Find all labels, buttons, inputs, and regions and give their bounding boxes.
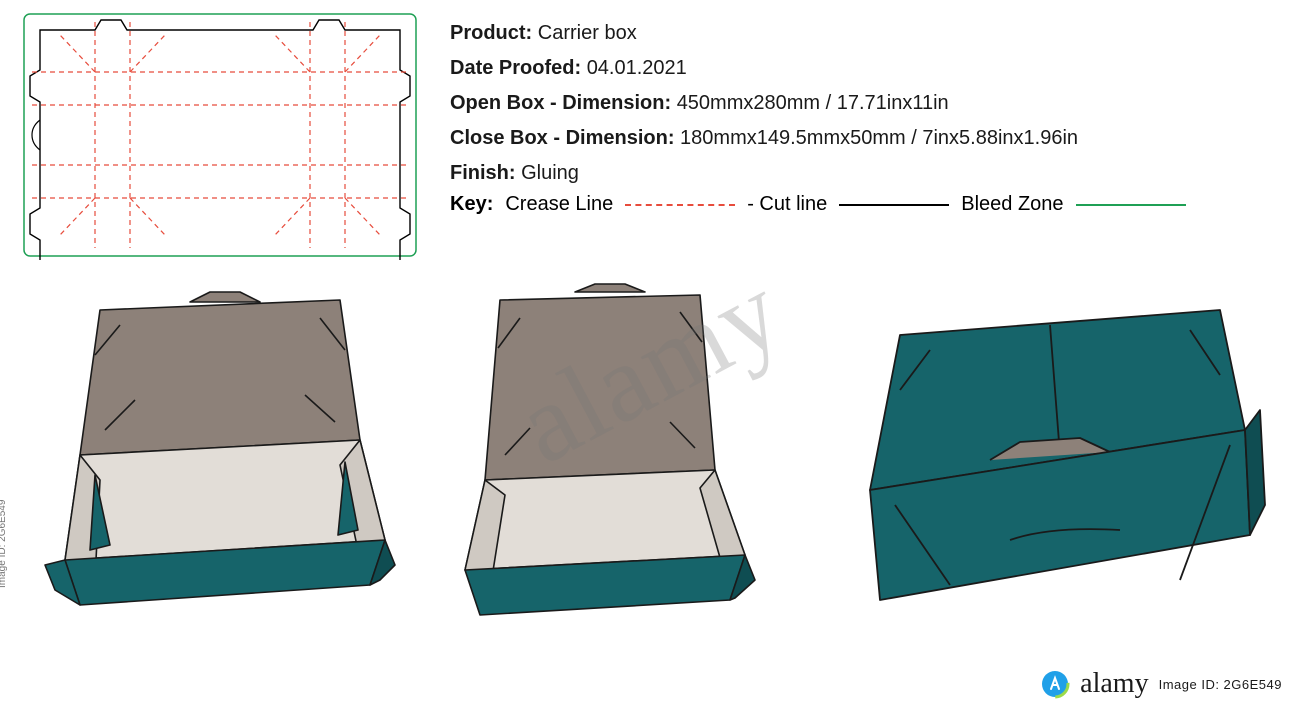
date-row: Date Proofed: 04.01.2021 — [450, 53, 1280, 84]
openbox-row: Open Box - Dimension: 450mmx280mm / 17.7… — [450, 88, 1280, 119]
crease-text: Crease Line — [505, 193, 613, 216]
open-label: Open Box - Dimension: — [450, 92, 671, 114]
render-row — [0, 260, 1300, 620]
close-value: 180mmx149.5mmx50mm / 7inx5.88inx1.96in — [680, 127, 1078, 149]
product-label: Product: — [450, 22, 532, 44]
stock-id: Image ID: 2G6E549 — [1159, 677, 1282, 692]
dieline-template — [20, 10, 420, 260]
open-value: 450mmx280mm / 17.71inx11in — [677, 92, 949, 114]
cut-text: - Cut line — [747, 193, 827, 216]
key-label: Key: — [450, 193, 493, 216]
bleed-swatch — [1076, 204, 1186, 206]
finish-value: Gluing — [521, 162, 579, 184]
alamy-logo-text: alamy — [1080, 668, 1148, 700]
product-value: Carrier box — [538, 22, 637, 44]
box-closed — [790, 280, 1270, 620]
footer: alamy Image ID: 2G6E549 — [1040, 668, 1282, 700]
crease-swatch — [625, 204, 735, 206]
box-half-folded — [410, 280, 790, 620]
box-open-flat — [30, 280, 410, 620]
side-credit: Image ID: 2G6E549 — [0, 500, 8, 588]
legend-row: Key: Crease Line - Cut line Bleed Zone — [450, 193, 1280, 216]
finish-row: Finish: Gluing — [450, 158, 1280, 189]
alamy-mark-icon — [1040, 669, 1070, 699]
product-row: Product: Carrier box — [450, 18, 1280, 49]
close-label: Close Box - Dimension: — [450, 127, 674, 149]
closebox-row: Close Box - Dimension: 180mmx149.5mmx50m… — [450, 123, 1280, 154]
cut-swatch — [839, 204, 949, 206]
date-value: 04.01.2021 — [587, 57, 687, 79]
finish-label: Finish: — [450, 162, 516, 184]
bleed-text: Bleed Zone — [961, 193, 1063, 216]
date-label: Date Proofed: — [450, 57, 581, 79]
spec-panel: Product: Carrier box Date Proofed: 04.01… — [450, 10, 1280, 260]
